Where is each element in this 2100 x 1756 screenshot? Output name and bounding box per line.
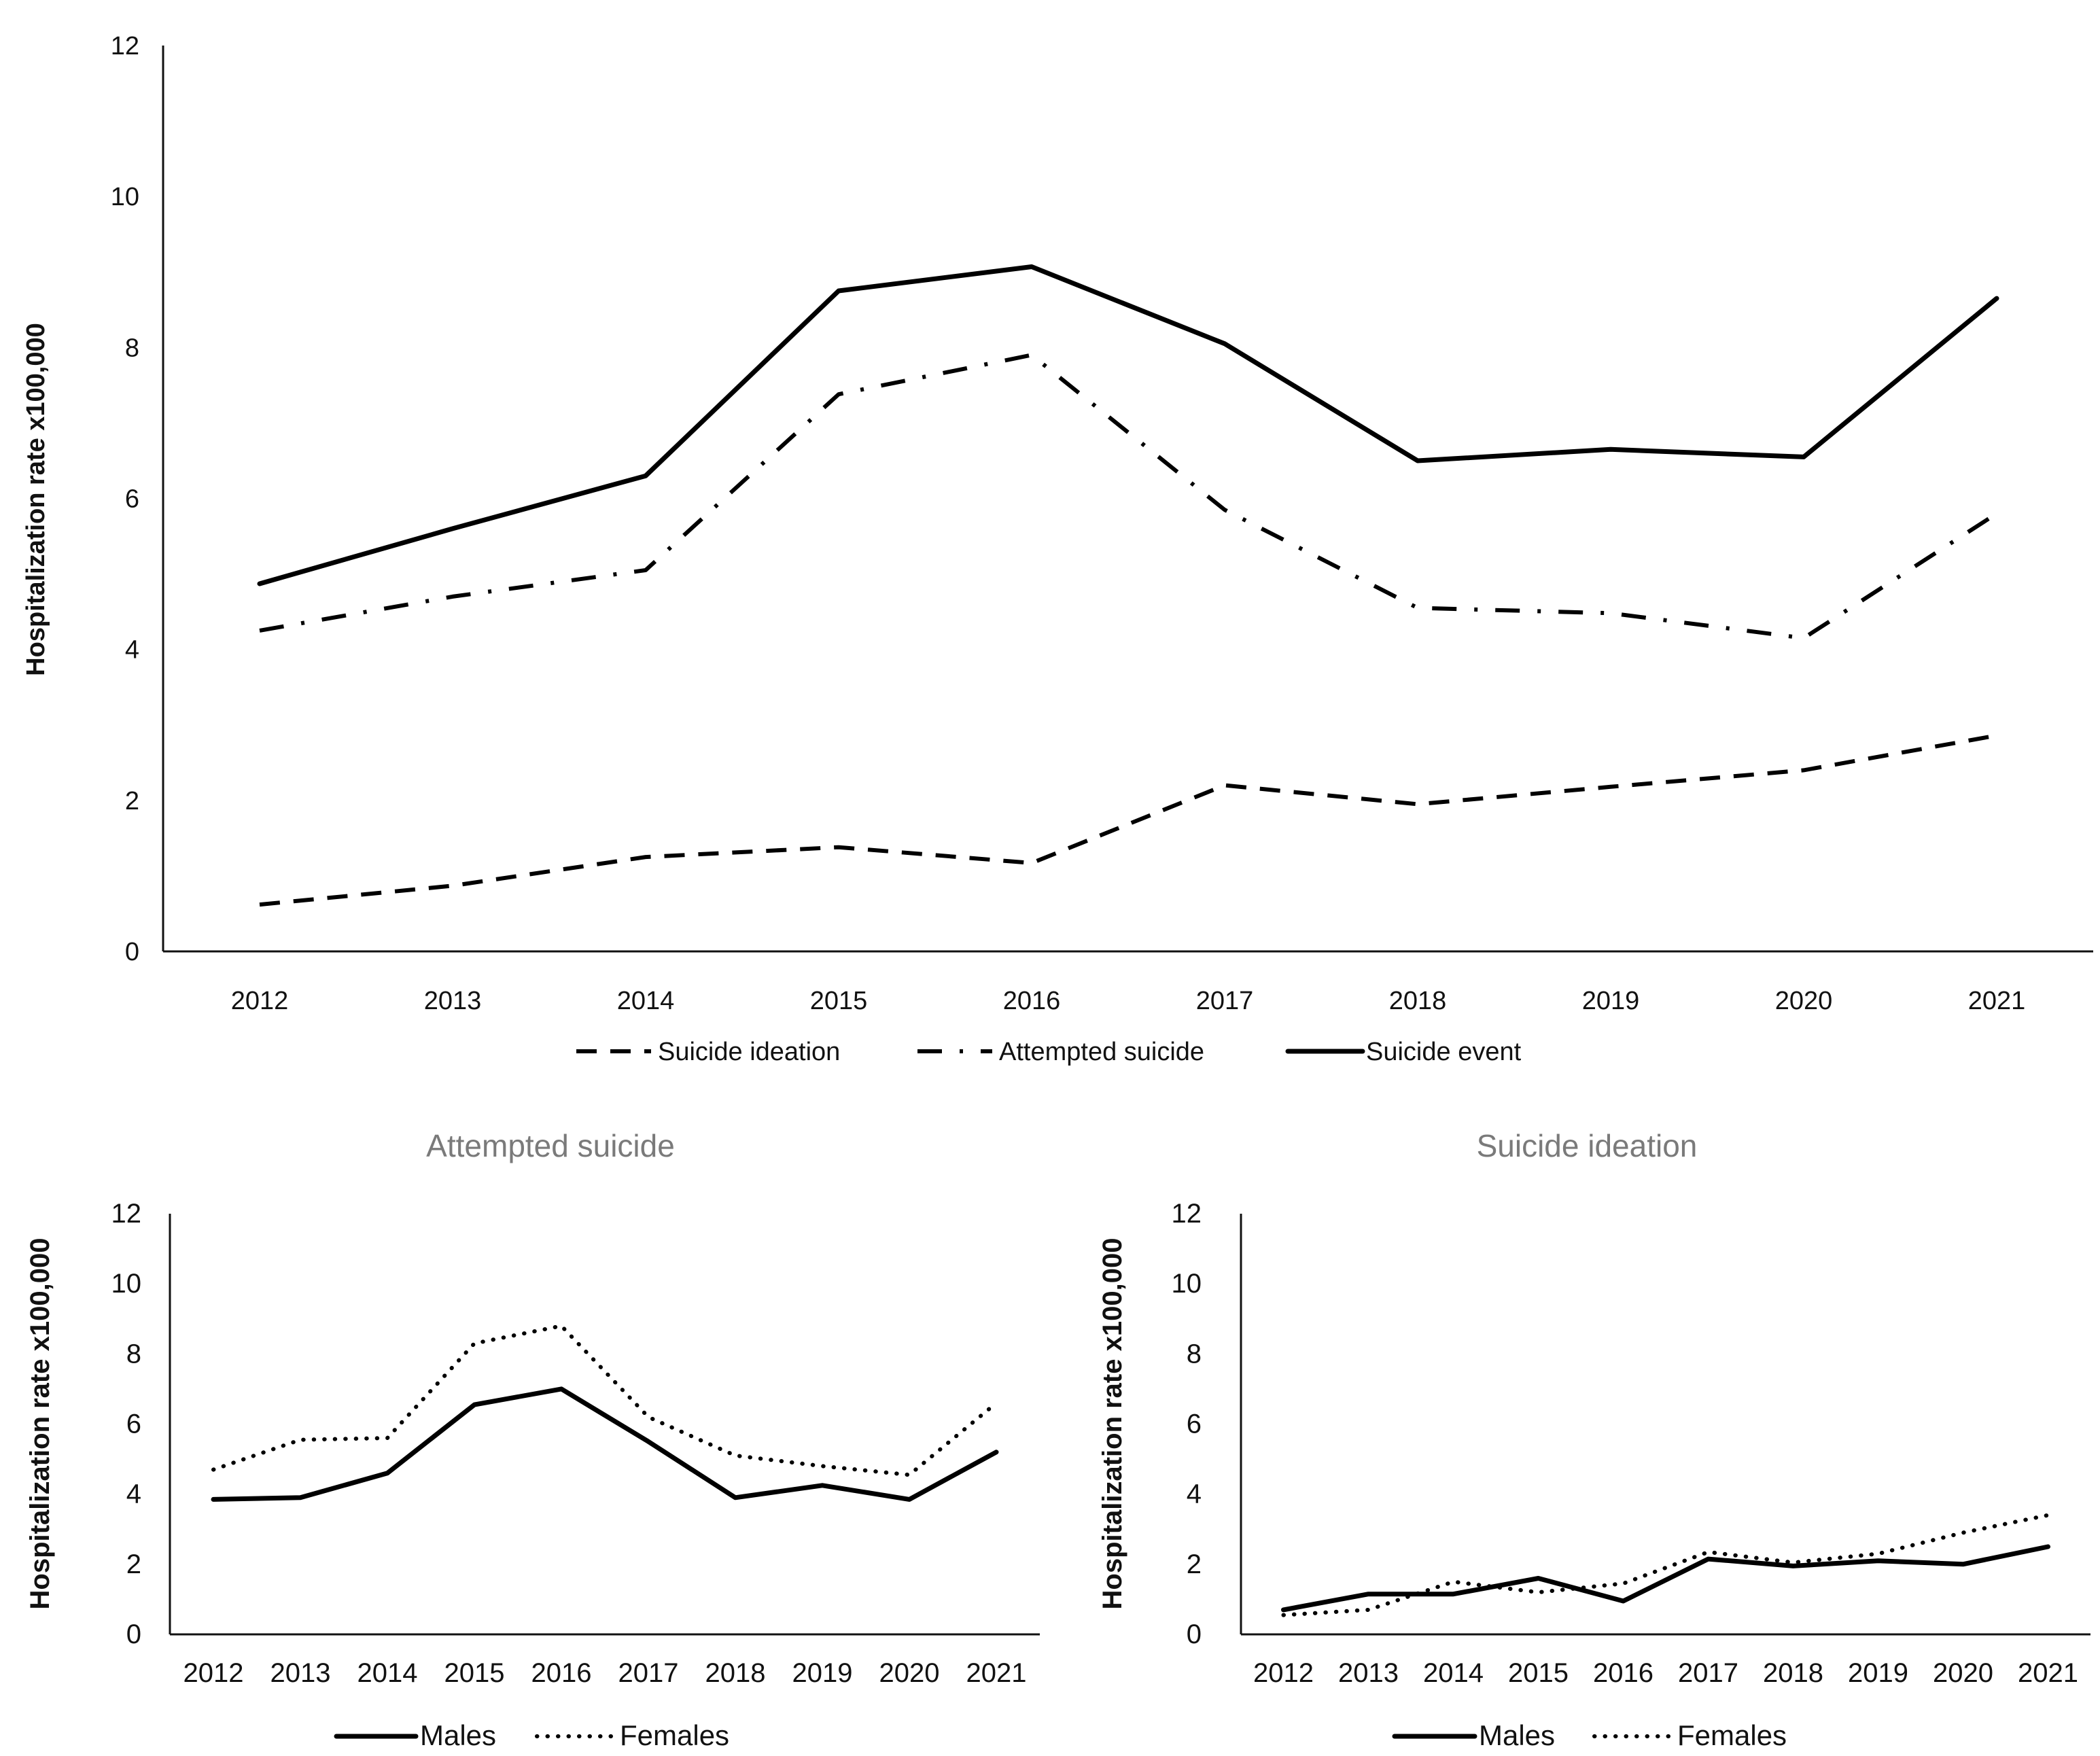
x-tick-label: 2012 [231,987,289,1015]
series-line-males [211,1386,999,1502]
y-tick-label: 8 [1187,1339,1202,1369]
y-axis-label: Hospitalization rate x100,000 [25,1238,55,1610]
x-tick-label: 2013 [270,1658,331,1688]
y-tick-label: 10 [1172,1269,1202,1299]
series-line-females [1281,1513,2050,1617]
y-tick-label: 4 [125,636,139,665]
chart-ideation: Suicide ideation Hospitalization rate x10… [1098,1128,2090,1751]
y-tick-label: 0 [1187,1619,1202,1649]
x-tick-label: 2020 [1933,1658,1993,1688]
y-tick-label: 12 [111,32,139,60]
y-tick-label: 8 [126,1339,141,1369]
chart-main: Hospitalization rate x100,000 0 2 4 6 8 10 12 20… [22,32,2093,1066]
x-tick-label: 2018 [1763,1658,1823,1688]
legend-label-attempted-suicide: Attempted suicide [999,1038,1204,1066]
legend: Suicide ideation Attempted suicide Suicide… [576,1038,1522,1066]
series-line-males [1281,1544,2050,1613]
y-tick-label: 6 [126,1409,141,1439]
x-tick-label: 2016 [1003,987,1061,1015]
y-tick-label: 0 [126,1619,141,1649]
x-tick-label: 2015 [810,987,868,1015]
y-tick-label: 6 [125,485,139,514]
x-tick-label: 2020 [1775,987,1833,1015]
x-tick-label: 2015 [444,1658,505,1688]
legend-label-suicide-ideation: Suicide ideation [658,1038,840,1066]
x-tick-label: 2020 [879,1658,940,1688]
chart-title: Attempted suicide [426,1128,675,1163]
series-line-suicide-event [257,264,1999,586]
y-tick-label: 10 [111,183,139,211]
x-tick-label: 2021 [966,1658,1027,1688]
x-tick-label: 2012 [183,1658,244,1688]
x-tick-label: 2014 [1423,1658,1484,1688]
legend-label-females: Females [620,1719,729,1751]
x-tick-label: 2021 [1968,987,2026,1015]
y-tick-label: 6 [1187,1409,1202,1439]
x-tick-label: 2019 [1582,987,1640,1015]
y-tick-label: 10 [111,1269,142,1299]
y-tick-label: 2 [1187,1549,1202,1579]
x-tick-label: 2017 [1196,987,1254,1015]
x-tick-label: 2016 [531,1658,592,1688]
x-tick-label: 2015 [1508,1658,1569,1688]
legend-label-suicide-event: Suicide event [1366,1038,1522,1066]
x-tick-label: 2013 [1338,1658,1399,1688]
x-tick-label: 2021 [2018,1658,2078,1688]
x-tick-label: 2017 [618,1658,679,1688]
chart-attempted: Attempted suicide Hospitalization rate x1… [25,1128,1040,1751]
x-tick-label: 2016 [1593,1658,1653,1688]
series-line-suicide-ideation [259,733,1997,907]
x-tick-label: 2014 [357,1658,418,1688]
y-axis-label: Hospitalization rate x100,000 [1098,1238,1127,1610]
x-tick-label: 2014 [617,987,675,1015]
x-tick-label: 2012 [1253,1658,1314,1688]
x-tick-label: 2018 [1389,987,1447,1015]
y-tick-label: 12 [1172,1199,1202,1229]
y-axis-label: Hospitalization rate x100,000 [22,323,50,676]
legend-label-females: Females [1677,1719,1787,1751]
x-tick-label: 2018 [705,1658,766,1688]
legend-label-males: Males [420,1719,496,1751]
legend: Males Females [1392,1719,1787,1751]
y-tick-label: 4 [1187,1479,1202,1509]
y-tick-label: 0 [125,938,139,966]
y-tick-label: 2 [126,1549,141,1579]
x-tick-label: 2013 [424,987,482,1015]
legend: Males Females [334,1719,729,1751]
x-tick-label: 2019 [792,1658,853,1688]
y-tick-label: 12 [111,1199,142,1229]
y-tick-label: 4 [126,1479,141,1509]
y-tick-label: 8 [125,334,139,362]
y-tick-label: 2 [125,787,139,815]
chart-title: Suicide ideation [1477,1128,1698,1163]
legend-label-males: Males [1479,1719,1555,1751]
x-tick-label: 2017 [1678,1658,1738,1688]
series-line-females [211,1324,998,1477]
series-line-attempted-suicide [259,353,1998,640]
x-tick-label: 2019 [1848,1658,1908,1688]
